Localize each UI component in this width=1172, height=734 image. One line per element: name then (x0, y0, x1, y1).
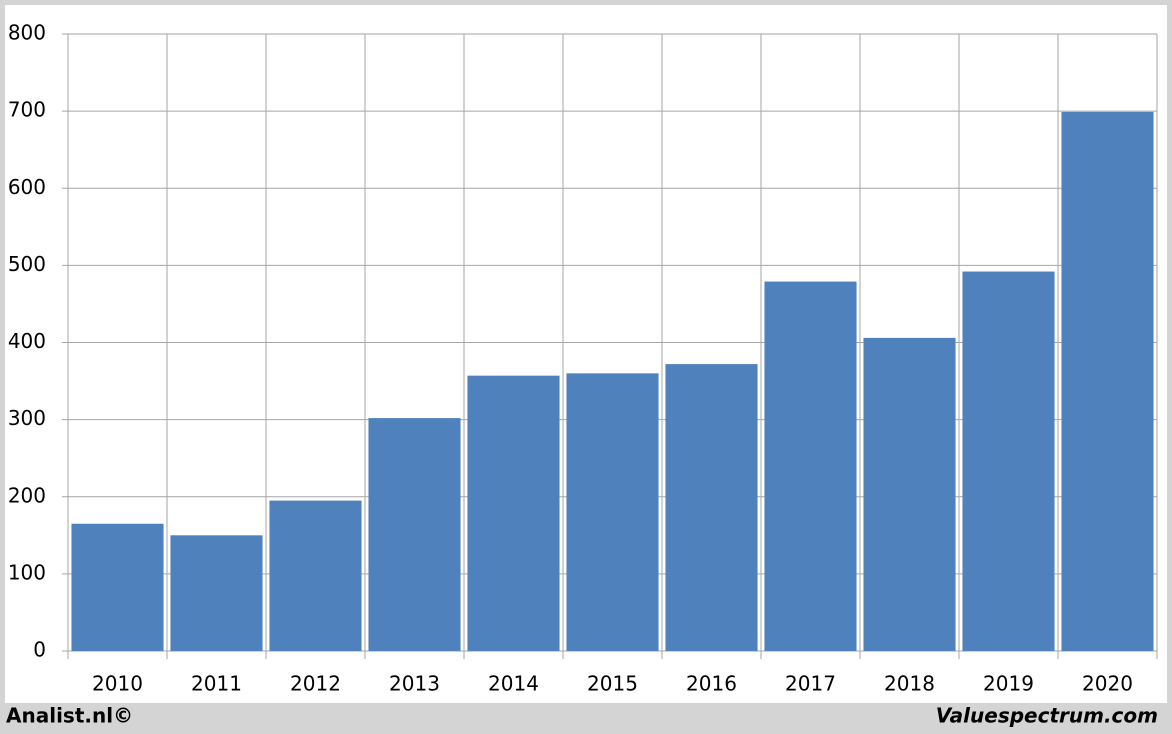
source-left: Analist.nl© (6, 704, 133, 728)
x-tick-label: 2019 (983, 672, 1034, 696)
bar (566, 373, 659, 651)
y-tick-label: 300 (8, 406, 46, 430)
bar (71, 523, 164, 651)
y-tick-label: 800 (8, 21, 46, 45)
y-tick-label: 100 (8, 560, 46, 584)
y-tick-label: 400 (8, 329, 46, 353)
y-tick-label: 700 (8, 98, 46, 122)
bar (368, 418, 461, 651)
bar (764, 281, 857, 651)
x-tick-label: 2020 (1082, 672, 1133, 696)
y-tick-label: 600 (8, 175, 46, 199)
bar (269, 500, 362, 651)
x-tick-label: 2014 (488, 672, 539, 696)
x-tick-label: 2015 (587, 672, 638, 696)
source-right: Valuespectrum.com (936, 704, 1158, 728)
y-tick-label: 200 (8, 483, 46, 507)
x-tick-label: 2013 (389, 672, 440, 696)
x-tick-label: 2018 (884, 672, 935, 696)
x-tick-label: 2012 (290, 672, 341, 696)
bar (467, 375, 560, 651)
bar (962, 271, 1055, 651)
y-tick-label: 0 (33, 638, 46, 662)
bar (863, 337, 956, 651)
x-tick-label: 2017 (785, 672, 836, 696)
x-tick-label: 2016 (686, 672, 737, 696)
x-tick-label: 2010 (92, 672, 143, 696)
bar (665, 364, 758, 651)
bar (170, 535, 263, 651)
bar (1061, 111, 1154, 652)
x-tick-label: 2011 (191, 672, 242, 696)
y-tick-label: 500 (8, 252, 46, 276)
